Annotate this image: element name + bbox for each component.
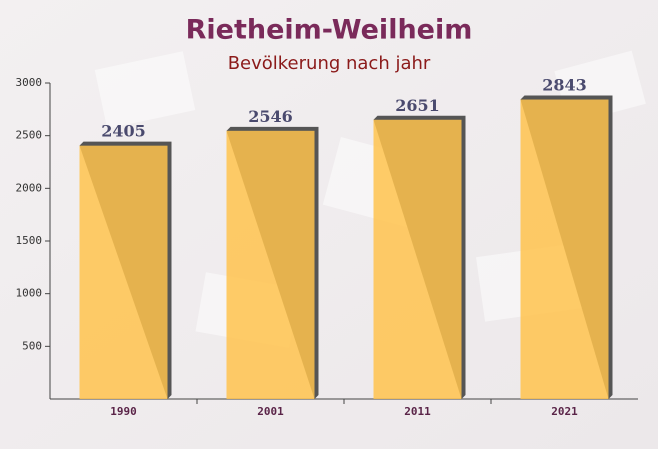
bar [226, 130, 315, 399]
y-tick-label: 1500 [16, 234, 43, 247]
bar [373, 119, 462, 400]
x-tick-label: 2011 [404, 405, 431, 418]
bar [520, 99, 609, 400]
chart-subtitle: Bevölkerung nach jahr [228, 53, 431, 74]
value-label: 2405 [101, 122, 146, 141]
x-tick-label: 2021 [551, 405, 578, 418]
x-tick-label: 2001 [257, 405, 284, 418]
y-tick-label: 1000 [16, 287, 43, 300]
chart-title: Rietheim-Weilheim [186, 15, 473, 46]
value-label: 2651 [395, 96, 440, 115]
y-tick-label: 3000 [16, 76, 43, 89]
value-label: 2843 [542, 76, 587, 95]
x-tick-label: 1990 [110, 405, 137, 418]
y-tick-label: 2000 [16, 181, 43, 194]
bar [79, 145, 168, 399]
value-label: 2546 [248, 107, 293, 126]
y-tick-label: 500 [22, 339, 42, 352]
y-tick-label: 2500 [16, 129, 43, 142]
